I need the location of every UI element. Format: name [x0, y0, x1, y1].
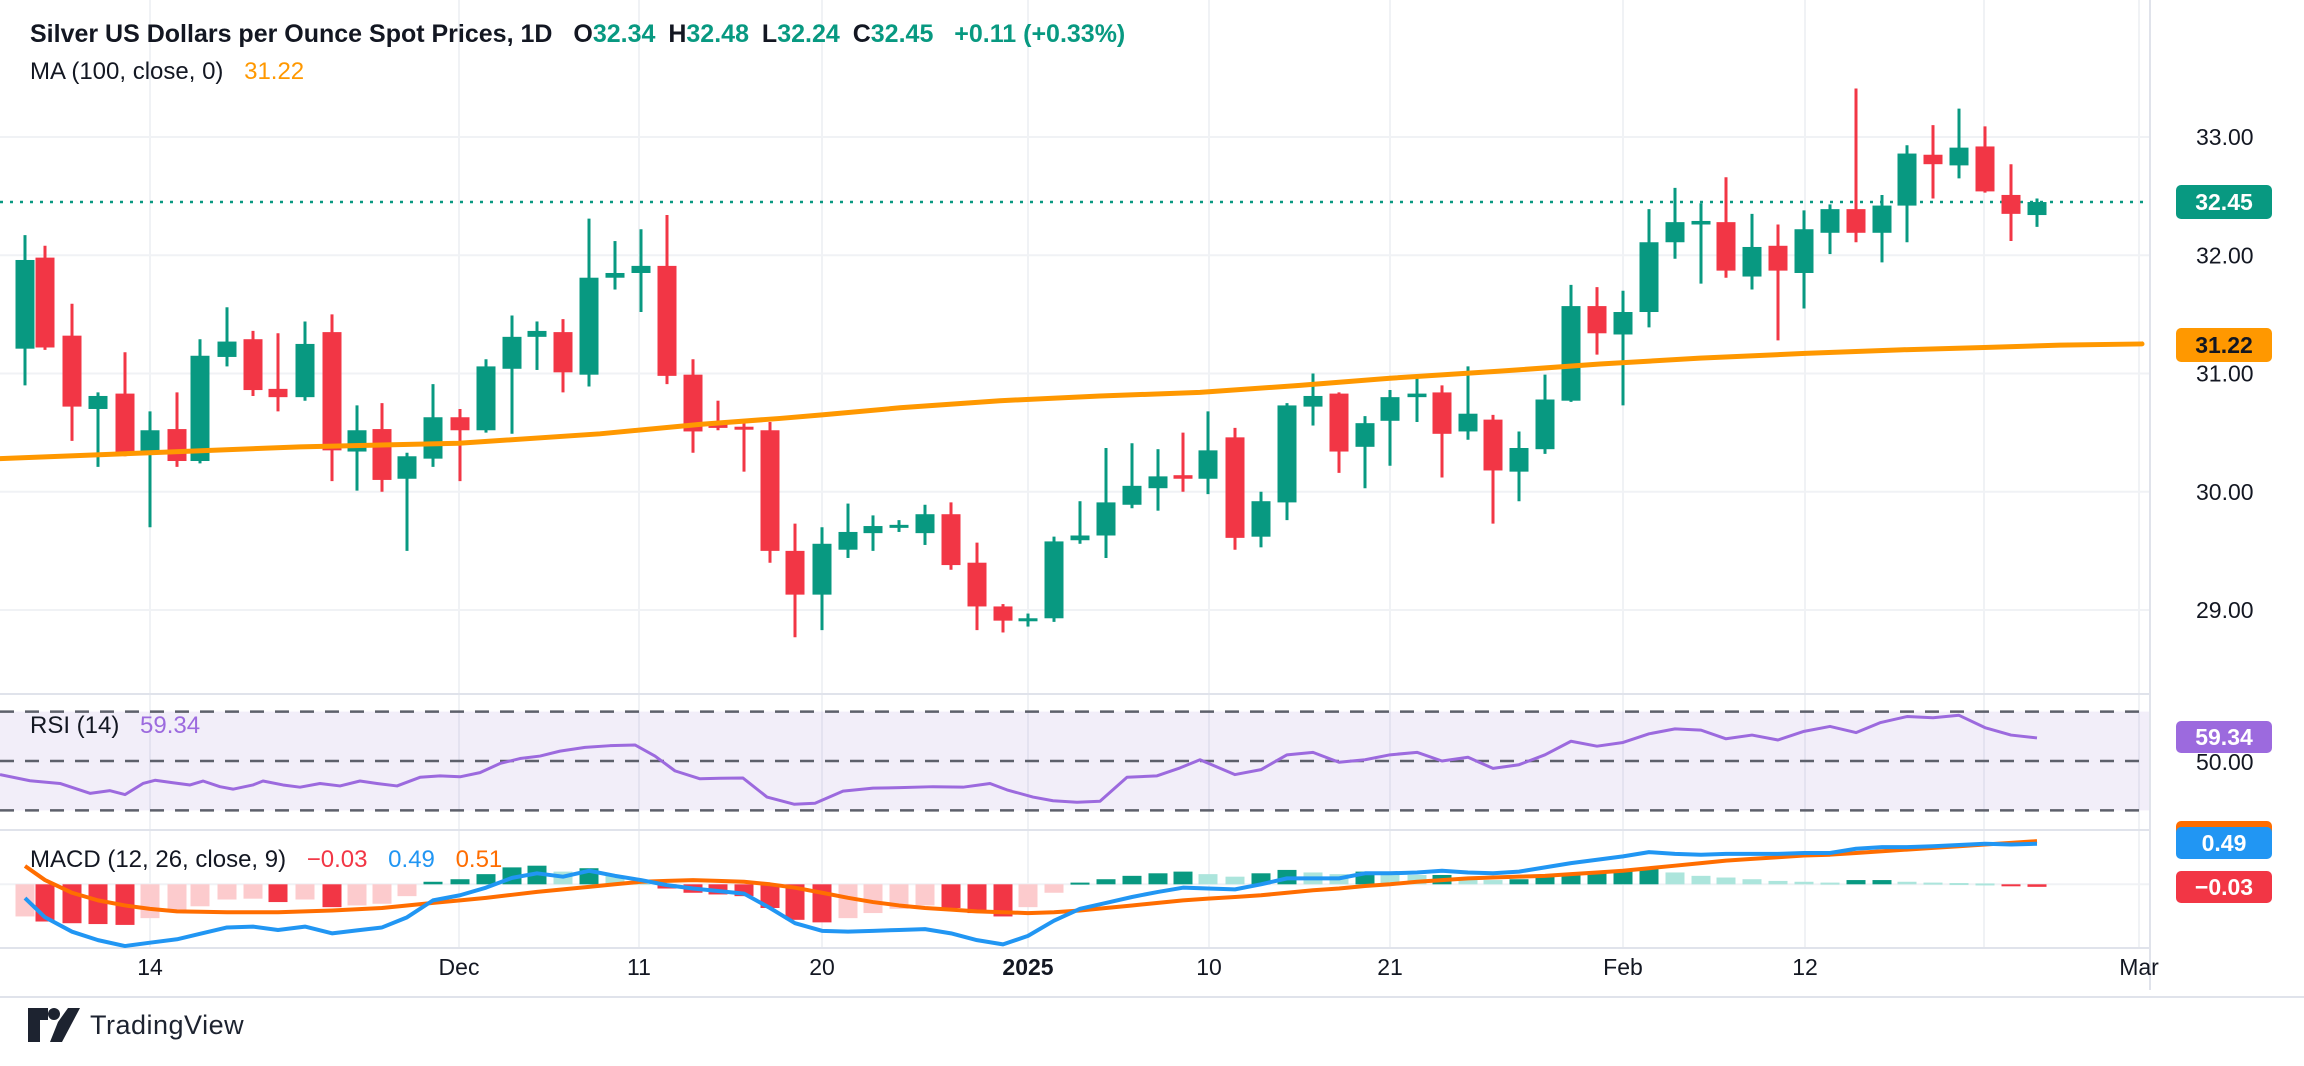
symbol-legend[interactable]: Silver US Dollars per Ounce Spot Prices,…: [30, 20, 1125, 49]
rsi-value-badge: 59.34: [2176, 721, 2272, 753]
rsi-legend[interactable]: RSI (14) 59.34: [30, 712, 200, 740]
last-price-badge: 32.45: [2176, 185, 2272, 219]
ma-legend[interactable]: MA (100, close, 0) 31.22: [30, 58, 304, 86]
ohlc-low: L32.24: [761, 20, 840, 48]
svg-text:Mar: Mar: [2119, 954, 2159, 980]
svg-text:29.00: 29.00: [2196, 597, 2254, 623]
svg-text:11: 11: [627, 954, 651, 980]
svg-text:12: 12: [1792, 954, 1818, 980]
macd-label: MACD (12, 26, close, 9): [30, 846, 287, 873]
svg-text:20: 20: [809, 954, 835, 980]
svg-text:33.00: 33.00: [2196, 124, 2254, 150]
macd-line-value: 0.49: [388, 846, 435, 873]
macd-hist-badge: −0.03: [2176, 871, 2272, 903]
svg-text:14: 14: [137, 954, 163, 980]
svg-text:32.00: 32.00: [2196, 242, 2254, 268]
macd-signal-value: 0.51: [455, 846, 503, 873]
rsi-label: RSI (14): [30, 712, 120, 739]
ma-price-badge: 31.22: [2176, 328, 2272, 362]
svg-text:30.00: 30.00: [2196, 479, 2254, 505]
svg-text:50.00: 50.00: [2196, 749, 2254, 775]
svg-text:10: 10: [1196, 954, 1222, 980]
svg-text:Feb: Feb: [1603, 954, 1643, 980]
symbol-title: Silver US Dollars per Ounce Spot Prices,…: [30, 20, 553, 48]
svg-text:21: 21: [1377, 954, 1403, 980]
ohlc-open: O32.34: [573, 20, 656, 48]
tradingview-logo-icon: [28, 1008, 80, 1042]
macd-legend[interactable]: MACD (12, 26, close, 9) −0.03 0.49 0.51: [30, 846, 502, 874]
macd-line-badge: 0.49: [2176, 827, 2272, 859]
price-change: +0.11 (+0.33%): [954, 20, 1126, 48]
ohlc-close: C32.45: [852, 20, 934, 48]
ma-label: MA (100, close, 0): [30, 58, 224, 85]
rsi-value: 59.34: [140, 712, 201, 739]
ma-value: 31.22: [244, 58, 305, 85]
ohlc-high: H32.48: [668, 20, 749, 48]
svg-text:Dec: Dec: [439, 954, 480, 980]
svg-text:2025: 2025: [1002, 954, 1053, 980]
svg-text:31.00: 31.00: [2196, 361, 2254, 387]
tradingview-logo-text: TradingView: [90, 1009, 245, 1040]
tradingview-logo[interactable]: TradingView: [28, 1008, 244, 1042]
macd-hist-value: −0.03: [306, 846, 368, 873]
